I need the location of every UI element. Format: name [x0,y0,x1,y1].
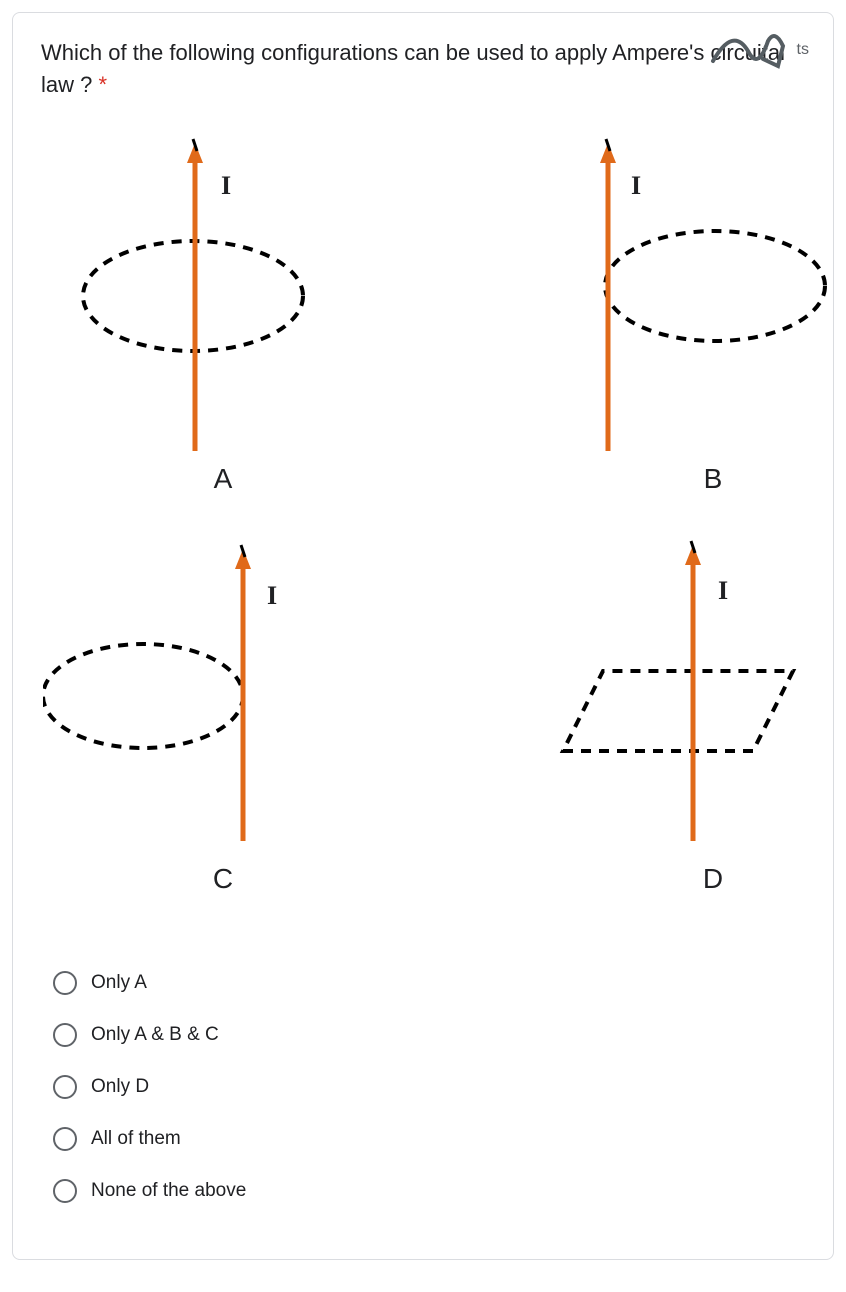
options-list: Only A Only A & B & C Only D All of them… [41,971,805,1203]
option-label: None of the above [91,1180,246,1202]
option-label: Only A [91,972,147,994]
panel-b: I B [533,121,834,501]
current-label-b: I [631,171,641,201]
question-text: Which of the following configurations ca… [41,37,805,101]
diagram-d [533,521,834,881]
option-label: Only D [91,1076,149,1098]
figure-label-c: C [43,863,403,895]
radio-icon[interactable] [53,971,77,995]
current-label-c: I [267,581,277,611]
option-row[interactable]: Only D [53,1075,805,1099]
figure-label-a: A [43,463,403,495]
question-card: Which of the following configurations ca… [12,12,834,1260]
current-label-a: I [221,171,231,201]
panel-c: I C [43,521,403,901]
radio-icon[interactable] [53,1179,77,1203]
current-label-d: I [718,576,728,606]
panel-a: I A [43,121,403,501]
question-body: Which of the following configurations ca… [41,40,785,97]
option-label: All of them [91,1128,181,1150]
option-label: Only A & B & C [91,1024,219,1046]
option-row[interactable]: Only A & B & C [53,1023,805,1047]
figure-label-d: D [533,863,834,895]
option-row[interactable]: Only A [53,971,805,995]
diagram-c [43,521,403,881]
required-asterisk: * [98,72,107,97]
radio-icon[interactable] [53,1023,77,1047]
points-label: ts [797,41,809,59]
radio-icon[interactable] [53,1127,77,1151]
diagram-b [533,121,834,481]
figure-label-b: B [533,463,834,495]
option-row[interactable]: All of them [53,1127,805,1151]
panel-d: I D [533,521,834,901]
option-row[interactable]: None of the above [53,1179,805,1203]
figures-container: I A I B [43,121,803,941]
radio-icon[interactable] [53,1075,77,1099]
annotation-mark [703,21,793,81]
